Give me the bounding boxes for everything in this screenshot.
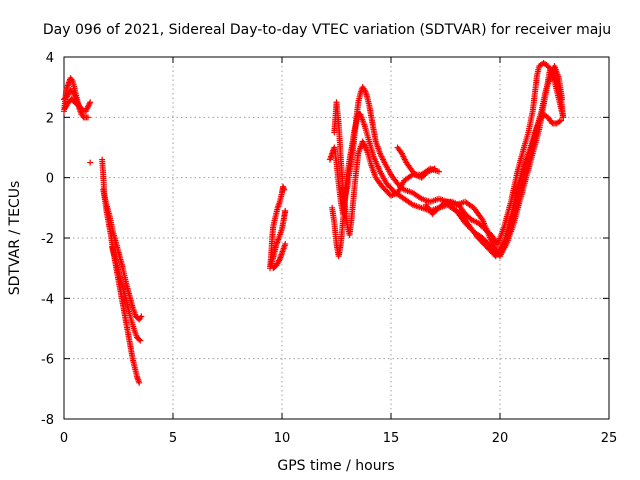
data-point	[282, 241, 289, 248]
x-tick-label: 25	[601, 431, 618, 446]
chart-title: Day 096 of 2021, Sidereal Day-to-day VTE…	[43, 22, 611, 38]
data-point	[558, 117, 565, 124]
y-axis-label: SDTVAR / TECUs	[7, 181, 23, 296]
y-tick-label: 0	[46, 172, 54, 187]
data-points	[61, 60, 567, 386]
y-tick-label: -8	[41, 413, 54, 428]
data-point	[441, 200, 448, 207]
data-point	[281, 186, 288, 193]
data-point	[136, 336, 143, 343]
data-point	[282, 207, 289, 214]
data-point	[435, 168, 442, 175]
x-tick-label: 0	[60, 431, 68, 446]
x-tick-label: 15	[383, 431, 400, 446]
data-point	[138, 313, 145, 320]
data-point	[77, 104, 84, 111]
data-point	[431, 165, 438, 172]
y-tick-label: 2	[46, 111, 54, 126]
y-tick-label: -6	[41, 353, 54, 368]
data-point	[87, 159, 94, 166]
x-tick-label: 5	[169, 431, 177, 446]
data-point	[84, 114, 91, 121]
data-point	[87, 99, 94, 106]
data-point	[137, 337, 144, 344]
y-tick-label: 4	[46, 51, 54, 66]
y-tick-label: -2	[41, 232, 54, 247]
data-point	[560, 114, 567, 121]
x-tick-label: 10	[274, 431, 291, 446]
data-point	[136, 379, 143, 386]
data-point	[78, 105, 85, 112]
x-tick-label: 20	[492, 431, 509, 446]
data-point	[497, 248, 504, 255]
y-tick-label: -4	[41, 292, 54, 307]
x-axis-label: GPS time / hours	[277, 458, 394, 474]
axis-ticks: 0 5 10 15 20 25 -8 -6 -4 -2 0 2 4	[41, 51, 617, 446]
